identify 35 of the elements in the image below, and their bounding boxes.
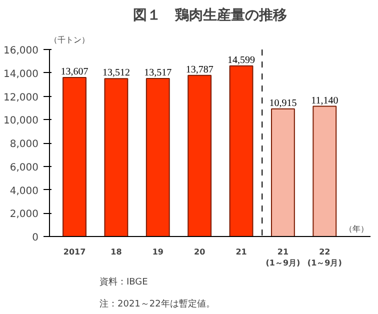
x-tick-label: 2017 bbox=[63, 248, 86, 256]
x-tick-label: 22 (1～9月) bbox=[307, 248, 342, 268]
y-tick-label: 8,000 bbox=[10, 139, 39, 150]
data-label: 14,599 bbox=[228, 54, 256, 66]
bar bbox=[188, 74, 212, 236]
x-tick-label: 21 bbox=[236, 248, 248, 256]
y-tick-label: 16,000 bbox=[4, 46, 39, 56]
data-label: 11,140 bbox=[311, 95, 338, 106]
data-label: 10,915 bbox=[269, 98, 297, 109]
bar bbox=[62, 76, 86, 236]
y-tick-label: 0 bbox=[32, 232, 39, 244]
x-tick-label: 20 bbox=[194, 248, 206, 256]
bar bbox=[229, 65, 254, 236]
data-label: 13,787 bbox=[186, 64, 214, 76]
bar bbox=[270, 108, 295, 236]
y-tick-label: 14,000 bbox=[4, 68, 39, 80]
y-tick-label: 12,000 bbox=[4, 92, 39, 104]
y-tick-label: 2,000 bbox=[10, 209, 39, 220]
bar bbox=[312, 106, 337, 236]
data-label: 13,512 bbox=[102, 68, 130, 79]
y-tick-label: 4,000 bbox=[10, 186, 39, 197]
data-label: 13,517 bbox=[144, 68, 172, 79]
text: 注：2021～22年は暫定値。 bbox=[100, 298, 215, 310]
bar bbox=[146, 78, 170, 236]
y-tick-label: 10,000 bbox=[4, 116, 39, 127]
x-tick-label: 18 bbox=[110, 248, 122, 256]
text: 資料：IBGE bbox=[100, 276, 148, 288]
y-axis-title: （千トン） bbox=[50, 36, 90, 44]
x-tick-label: 21 (1～9月) bbox=[266, 248, 300, 268]
bar bbox=[104, 78, 128, 236]
x-axis-title: （年） bbox=[344, 224, 368, 234]
chart-title: 図１ 鶏肉生産量の推移 bbox=[133, 6, 287, 24]
data-label: 13,607 bbox=[60, 66, 88, 78]
y-tick-label: 6,000 bbox=[10, 162, 39, 174]
x-tick-label: 19 bbox=[152, 248, 164, 256]
